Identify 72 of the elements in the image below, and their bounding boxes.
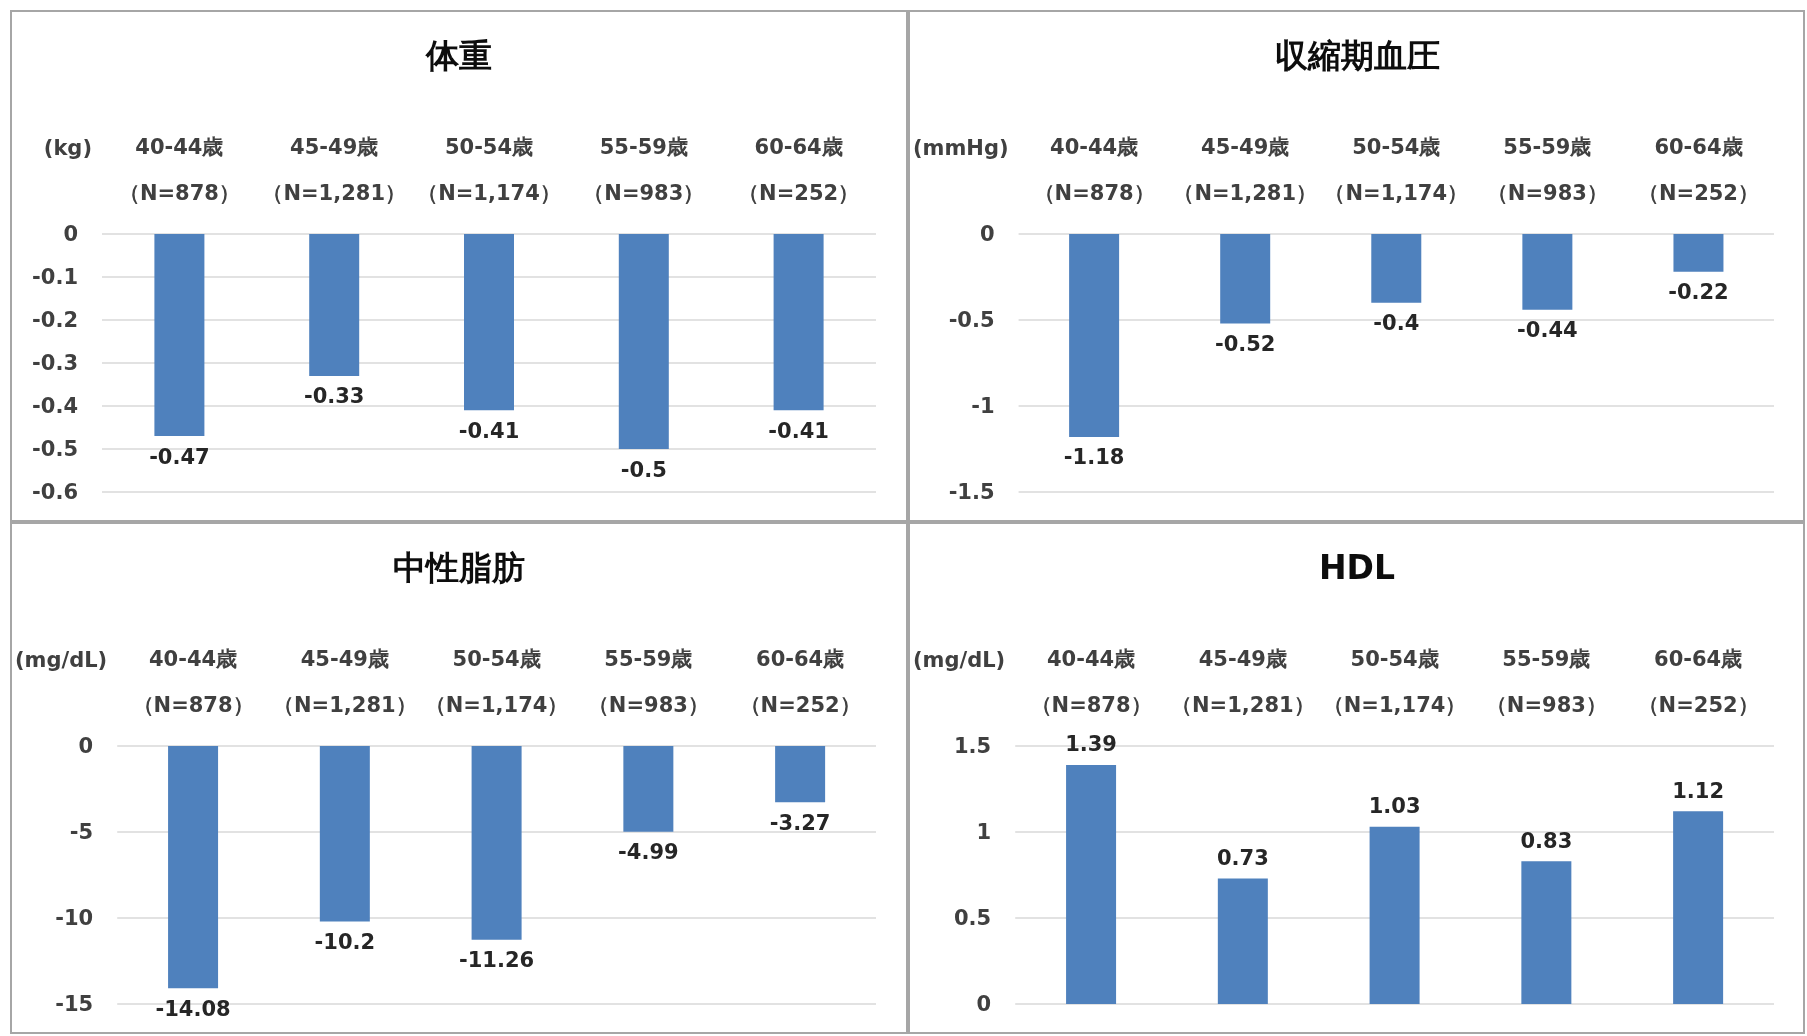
y-tick-label: -0.1 <box>32 265 78 289</box>
y-axis-title: (mg/dL) <box>14 647 108 672</box>
x-tick-label: 40-44歳（N=878） <box>1033 135 1155 205</box>
data-label: -0.22 <box>1667 280 1729 305</box>
data-label: 0.83 <box>1519 828 1572 853</box>
x-tick-label: 60-64歳（N=252） <box>1637 135 1759 205</box>
chart-title: 収縮期血圧 <box>1274 36 1439 75</box>
x-tick-label: 40-44歳（N=878） <box>132 647 254 717</box>
y-tick-label: -0.6 <box>32 480 78 504</box>
bar <box>1217 878 1268 1004</box>
x-tick-label: 40-44歳（N=878） <box>118 135 240 205</box>
y-tick-label: -1.5 <box>948 480 995 504</box>
data-label: -0.41 <box>768 418 829 443</box>
data-label: -0.44 <box>1516 318 1578 343</box>
data-label: -3.27 <box>769 810 831 835</box>
x-tick-label: 55-59歳（N=983） <box>1486 135 1608 205</box>
data-label: -0.33 <box>303 384 365 409</box>
y-tick-label: -5 <box>69 820 94 844</box>
chart-title: HDL <box>1318 548 1395 587</box>
y-tick-label: -0.5 <box>32 437 78 461</box>
data-label: -0.52 <box>1214 331 1275 356</box>
y-tick-label: 0.5 <box>953 906 991 930</box>
y-tick-label: -0.5 <box>948 308 995 332</box>
y-tick-label: 1 <box>976 820 991 844</box>
chart-title: 中性脂肪 <box>393 548 525 587</box>
data-label: -0.4 <box>1372 311 1419 336</box>
data-label: -11.26 <box>459 948 535 973</box>
data-label: 1.39 <box>1064 732 1117 757</box>
x-tick-label: 50-54歳（N=1,174） <box>1323 135 1468 205</box>
x-tick-label: 55-59歳（N=983） <box>1485 647 1607 717</box>
y-tick-label: 0 <box>976 992 991 1016</box>
y-tick-label: 1.5 <box>953 734 991 758</box>
x-tick-label: 60-64歳（N=252） <box>739 647 861 717</box>
x-tick-label: 50-54歳（N=1,174） <box>1322 647 1466 717</box>
data-label: -0.47 <box>149 444 210 469</box>
x-tick-label: 60-64歳（N=252） <box>738 135 860 205</box>
bar <box>1520 861 1571 1004</box>
y-tick-label: -1 <box>970 394 995 418</box>
y-tick-label: -10 <box>55 906 94 930</box>
y-axis-title: (mmHg) <box>912 135 1009 160</box>
y-axis-title: (mg/dL) <box>912 647 1005 672</box>
x-tick-label: 60-64歳（N=252） <box>1637 647 1759 717</box>
x-tick-label: 45-49歳（N=1,281） <box>1172 135 1317 205</box>
y-tick-label: -0.4 <box>32 394 78 418</box>
x-tick-label: 45-49歳（N=1,281） <box>262 135 406 205</box>
y-tick-label: 0 <box>63 222 78 246</box>
data-label: 0.73 <box>1216 845 1269 870</box>
y-tick-label: -0.2 <box>32 308 78 332</box>
x-tick-label: 55-59歳（N=983） <box>587 647 709 717</box>
x-tick-label: 40-44歳（N=878） <box>1030 647 1152 717</box>
y-axis-title: (kg) <box>43 135 92 160</box>
x-tick-label: 45-49歳（N=1,281） <box>1170 647 1315 717</box>
data-label: -0.5 <box>620 457 667 482</box>
bar <box>1369 826 1420 1004</box>
data-label: -14.08 <box>155 996 231 1021</box>
y-tick-label: -15 <box>55 992 94 1016</box>
x-tick-label: 50-54歳（N=1,174） <box>417 135 561 205</box>
data-label: -0.41 <box>458 418 520 443</box>
y-tick-label: 0 <box>78 734 94 758</box>
data-label: -4.99 <box>618 840 679 865</box>
y-tick-label: -0.3 <box>32 351 78 375</box>
bar <box>1065 764 1116 1004</box>
chart-title: 体重 <box>425 36 492 75</box>
y-tick-label: 0 <box>979 222 995 246</box>
x-tick-label: 45-49歳（N=1,281） <box>273 647 417 717</box>
bar <box>1672 811 1723 1004</box>
x-tick-label: 55-59歳（N=983） <box>583 135 705 205</box>
data-label: 1.03 <box>1368 794 1421 819</box>
data-label: -10.2 <box>314 929 376 954</box>
x-tick-label: 50-54歳（N=1,174） <box>424 647 569 717</box>
data-label: -1.18 <box>1063 445 1124 470</box>
data-label: 1.12 <box>1671 778 1724 803</box>
